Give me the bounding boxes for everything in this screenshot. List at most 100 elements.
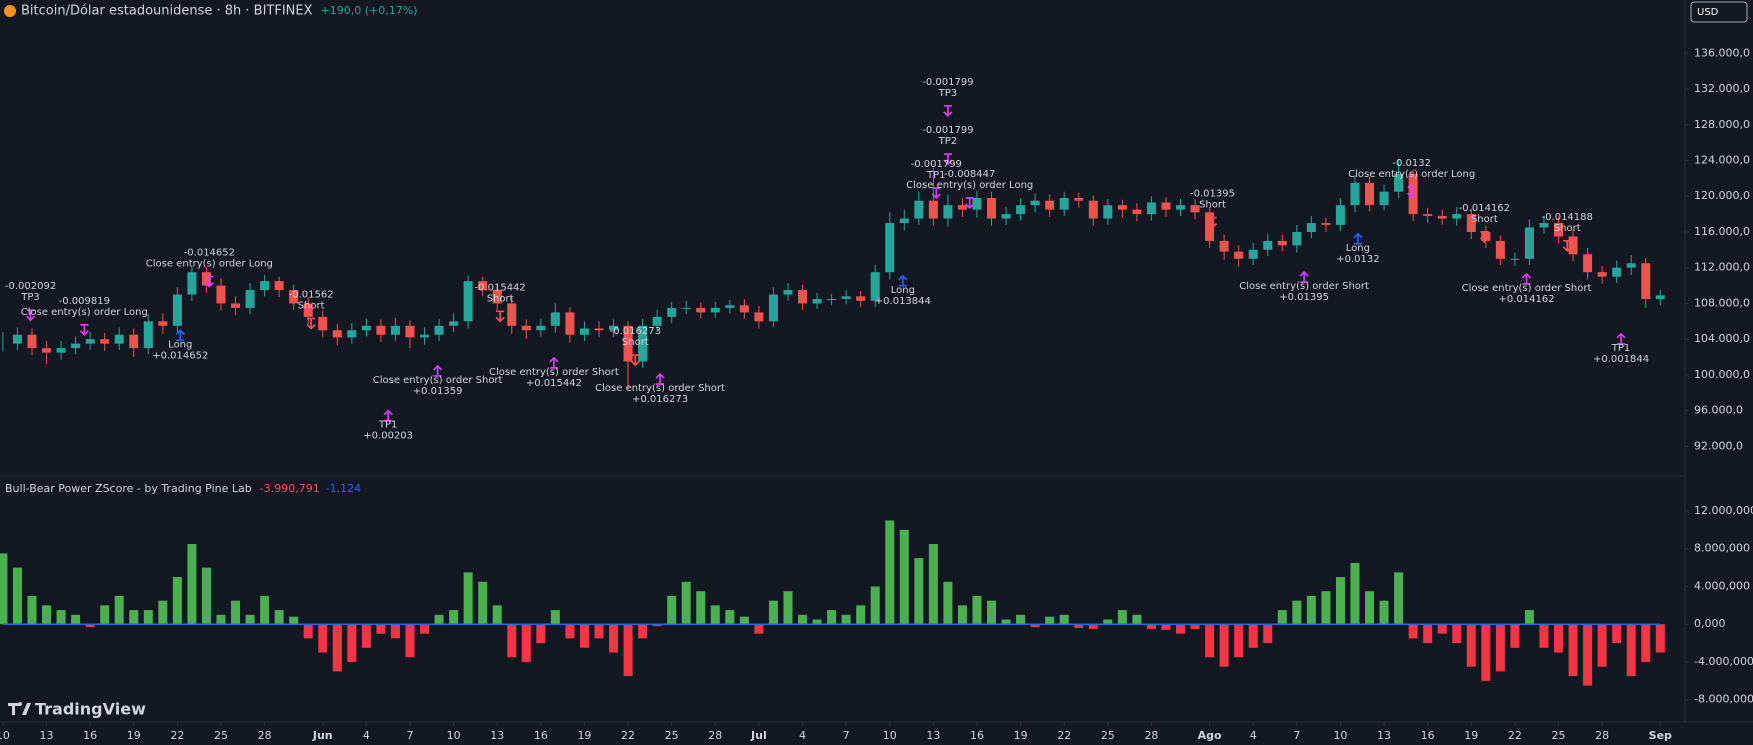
signal-label: -0.01395 <box>1190 189 1235 200</box>
x-tick-label: 19 <box>1014 729 1028 742</box>
y-tick-label: 124.000,0 <box>1694 153 1750 166</box>
watermark[interactable]: TradingView <box>35 700 146 719</box>
signal-label: -0.016273 <box>610 326 661 337</box>
signal-arrow <box>1353 232 1363 245</box>
signal-label: -0.014188 <box>1542 212 1593 223</box>
candle-body <box>1030 200 1040 206</box>
indicator-value: -3.990,791 <box>260 482 320 495</box>
x-tick-label: 25 <box>1552 729 1566 742</box>
histogram-bar <box>260 595 270 625</box>
candle-body <box>1641 263 1651 299</box>
candle-body <box>158 321 168 326</box>
candle-body <box>143 321 153 349</box>
histogram-bar <box>507 624 517 658</box>
candle-body <box>12 334 22 344</box>
signal-label: -0.014652 <box>184 248 235 259</box>
histogram-bar <box>71 614 81 625</box>
signal-label: +0.01359 <box>413 386 463 397</box>
x-tick-label: Ago <box>1198 729 1222 742</box>
signal-label: +0.016273 <box>632 394 688 405</box>
signal-arrow <box>25 309 36 322</box>
x-tick-label: 4 <box>1250 729 1257 742</box>
signal-label: Short <box>1471 214 1498 225</box>
histogram-bar <box>1117 610 1127 625</box>
signal-arrow <box>898 274 908 287</box>
signal-arrow <box>383 409 393 422</box>
histogram-bar <box>420 624 430 634</box>
candle-body <box>696 307 706 313</box>
candle-body <box>667 307 677 317</box>
candle-body <box>768 294 778 322</box>
currency-button[interactable] <box>1690 1 1748 23</box>
candle-body <box>71 343 81 349</box>
histogram-bar <box>187 544 197 625</box>
candle-body <box>449 321 459 326</box>
signal-label: -0.0132 <box>1392 158 1431 169</box>
x-tick-label: 7 <box>843 729 850 742</box>
candle-body <box>1466 214 1476 232</box>
candle-body <box>361 325 371 331</box>
x-tick-label: 10 <box>883 729 897 742</box>
histogram-bar <box>1365 591 1375 625</box>
candle-body <box>405 325 415 338</box>
histogram-bar <box>12 567 22 625</box>
indicator-title[interactable]: Bull-Bear Power ZScore - by Trading Pine… <box>5 482 252 495</box>
histogram-bar <box>1408 624 1418 639</box>
signal-label: +0.013844 <box>875 296 931 307</box>
histogram-bar <box>1292 600 1302 625</box>
histogram-bar <box>957 605 967 625</box>
histogram-bar <box>245 614 255 625</box>
candle-body <box>1510 258 1520 260</box>
candle-body <box>1495 240 1505 259</box>
candle-body <box>1176 205 1186 210</box>
candle-body <box>463 281 473 322</box>
candle-body <box>1350 182 1360 206</box>
candle-body <box>1045 200 1055 210</box>
signal-label: -0.01562 <box>289 290 334 301</box>
histogram-bar <box>1495 624 1505 672</box>
signal-arrow <box>1521 272 1532 285</box>
histogram-bar <box>405 624 415 658</box>
candle-body <box>609 325 619 331</box>
signal-label: +0.00203 <box>363 431 413 442</box>
histogram-bar <box>987 600 997 625</box>
histogram-bar <box>303 624 313 639</box>
candle-body <box>1612 267 1622 277</box>
price-change: +190,0 (+0,17%) <box>321 4 418 17</box>
symbol-title[interactable]: Bitcoin/Dólar estadounidense · 8h · BITF… <box>21 4 313 19</box>
y-tick-label: 12.000,000 <box>1694 504 1753 517</box>
x-tick-label: Sep <box>1649 729 1672 742</box>
signal-arrow <box>943 105 953 117</box>
histogram-bar <box>1452 624 1462 644</box>
candle-body <box>1234 251 1244 259</box>
histogram-bar <box>1103 619 1113 625</box>
histogram-bar <box>361 624 371 648</box>
histogram-bar <box>1437 624 1447 634</box>
candle-body <box>1001 214 1011 219</box>
signal-label: TP1 <box>378 420 398 431</box>
candle-body <box>245 290 255 308</box>
x-tick-label: 4 <box>363 729 370 742</box>
candle-body <box>492 290 502 304</box>
histogram-bar <box>928 544 938 625</box>
signal-label: -0.001799 <box>911 159 962 170</box>
candle-body <box>507 303 517 326</box>
candle-body <box>1583 254 1593 273</box>
candle-body <box>1132 209 1142 215</box>
histogram-bar <box>172 577 182 625</box>
histogram-bar <box>841 614 851 625</box>
candle-body <box>1423 214 1433 216</box>
y-tick-label: 96.000,0 <box>1694 404 1743 417</box>
signal-arrow <box>943 153 953 166</box>
candle-body <box>536 325 546 331</box>
histogram-bar <box>1074 624 1084 629</box>
candle-body <box>1292 231 1302 246</box>
histogram-bar <box>478 581 488 625</box>
signal-arrow <box>306 317 316 330</box>
histogram-bar <box>812 619 822 625</box>
x-tick-label: 25 <box>1101 729 1115 742</box>
y-tick-label: 100.000,0 <box>1694 368 1750 381</box>
histogram-bar <box>1161 624 1171 630</box>
currency-label[interactable]: USD <box>1697 7 1719 18</box>
signal-label: Close entry(s) order Short <box>489 367 619 378</box>
